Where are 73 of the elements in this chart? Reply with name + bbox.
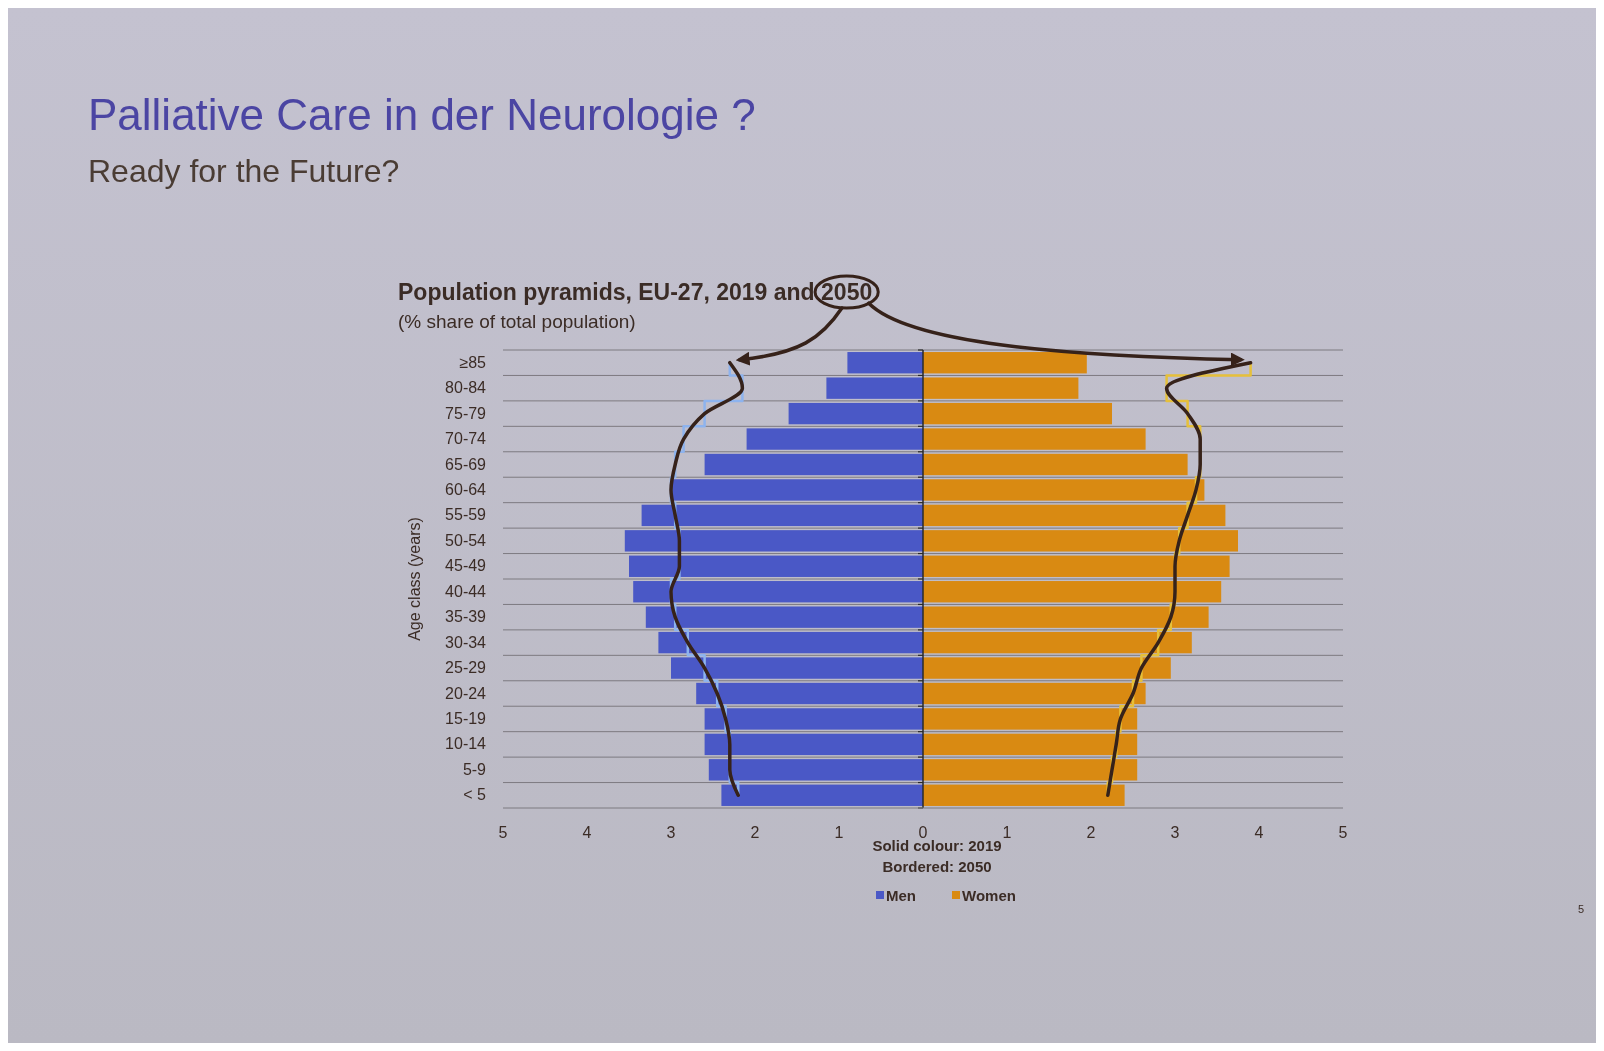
bar — [704, 733, 923, 756]
text: Population pyramids, EU-27, 2019 and 2050 — [398, 279, 873, 305]
y-tick-label: 50-54 — [445, 531, 487, 549]
x-tick-label: 1 — [834, 824, 844, 841]
x-tick-label: 3 — [666, 824, 676, 841]
x-tick-label: 4 — [582, 824, 592, 841]
bar — [923, 784, 1125, 806]
y-tick-label: 60-64 — [445, 480, 487, 498]
bar — [696, 682, 923, 705]
x-tick-label: 3 — [1170, 824, 1180, 841]
y-tick-label: 10-14 — [445, 735, 487, 753]
bar — [923, 555, 1230, 577]
bar — [923, 377, 1079, 399]
y-tick-label: 80-84 — [445, 379, 487, 397]
bar — [923, 708, 1138, 730]
bar — [923, 606, 1209, 628]
text: Bordered: 2050 — [882, 858, 992, 875]
x-tick-label: 5 — [1338, 824, 1348, 841]
bar — [624, 530, 923, 552]
y-tick-label: 15-19 — [445, 709, 487, 727]
bar — [645, 606, 923, 628]
y-axis-title: Age class (years) — [406, 517, 423, 641]
x-tick-label: 1 — [1002, 824, 1012, 841]
y-tick-label: 45-49 — [445, 557, 487, 575]
y-tick-label: 65-69 — [445, 455, 487, 473]
bar — [629, 555, 923, 577]
bar — [923, 530, 1238, 552]
y-tick-label: 25-29 — [445, 659, 487, 677]
x-tick-label: 2 — [750, 824, 760, 841]
x-tick-label: 2 — [1086, 824, 1096, 841]
bar — [923, 402, 1112, 425]
bar — [923, 759, 1138, 781]
bar — [671, 479, 923, 501]
x-tick-label: 5 — [498, 824, 508, 841]
bar — [671, 657, 923, 679]
bar — [704, 708, 923, 730]
bar — [704, 453, 923, 476]
bar — [788, 402, 923, 425]
bar — [923, 352, 1087, 374]
text: Ready for the Future? — [88, 153, 400, 189]
bar — [746, 428, 923, 450]
bar — [721, 784, 923, 806]
text: 5 — [1577, 903, 1584, 915]
y-tick-label: ≥85 — [459, 353, 487, 371]
bar — [633, 581, 923, 603]
bar — [923, 657, 1171, 679]
text: (% share of total population) — [398, 311, 636, 332]
bar — [708, 759, 923, 781]
bar — [847, 352, 923, 374]
y-tick-label: 35-39 — [445, 608, 487, 626]
y-tick-label: 55-59 — [445, 506, 487, 524]
bar — [923, 733, 1138, 756]
bar — [923, 479, 1205, 501]
legend-label: Women — [962, 887, 1016, 904]
y-tick-label: 20-24 — [445, 684, 487, 702]
bar — [923, 581, 1222, 603]
legend-label: Men — [886, 887, 916, 904]
bar — [923, 504, 1226, 527]
bar — [923, 631, 1192, 654]
bar — [658, 631, 923, 654]
bar — [923, 682, 1146, 705]
y-tick-label: 40-44 — [445, 582, 487, 600]
y-tick-label: 75-79 — [445, 404, 487, 422]
y-tick-label: 30-34 — [445, 633, 487, 651]
y-tick-label: 70-74 — [445, 430, 487, 448]
chart-title: Palliative Care in der Neurologie ? — [88, 90, 756, 139]
x-tick-label: 4 — [1254, 824, 1264, 841]
y-tick-label: < 5 — [463, 786, 487, 804]
bar — [826, 377, 923, 399]
y-tick-label: 5-9 — [462, 760, 487, 778]
bar — [923, 428, 1146, 450]
bar — [923, 453, 1188, 476]
bar — [641, 504, 923, 527]
